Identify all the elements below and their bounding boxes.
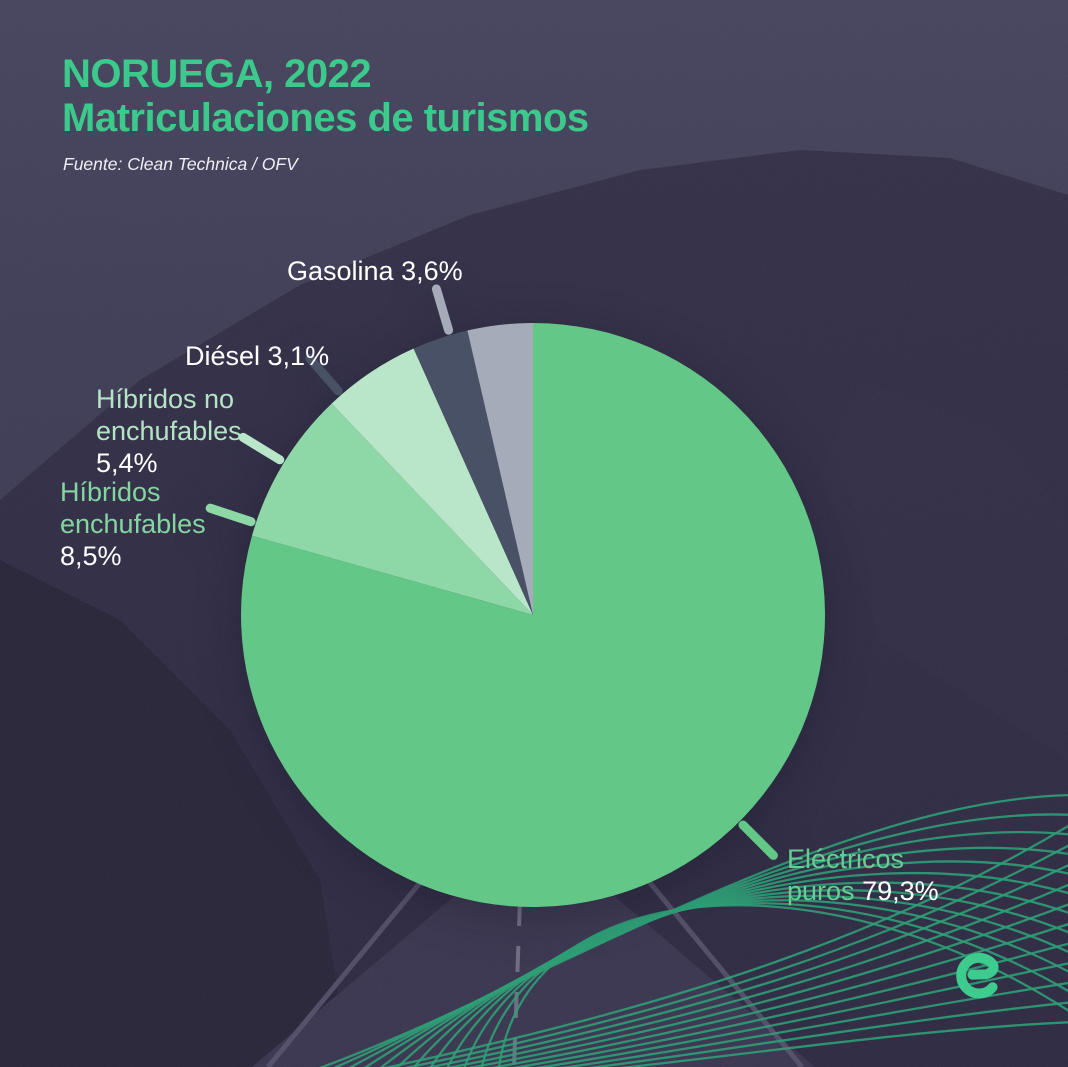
label-hibridos-ench-line2: enchufables xyxy=(60,509,206,539)
pie-slice-h-bridos-enchufables xyxy=(252,403,533,615)
label-hibridos-no-line2: enchufables xyxy=(96,416,242,446)
leader-tick-el-ctricos-puros xyxy=(738,820,778,860)
leader-tick-h-bridos-no-enchufables xyxy=(238,432,285,465)
brand-e-stroke xyxy=(956,952,999,999)
source-credit: Fuente: Clean Technica / OFV xyxy=(63,154,298,174)
label-hibridos-no-line1: Híbridos no xyxy=(96,384,235,414)
page-title: NORUEGA, 2022 Matriculaciones de turismo… xyxy=(62,52,589,140)
wave-line xyxy=(384,824,1068,1067)
wave-line xyxy=(536,962,1068,1067)
label-electricos-line2: puros xyxy=(787,876,855,906)
label-hibridos-enchufables: Híbridos enchufables 8,5% xyxy=(60,476,206,572)
label-electricos-value: 79,3% xyxy=(862,876,939,906)
label-diesel-text: Diésel 3,1% xyxy=(185,341,330,371)
leader-tick-h-bridos-enchufables xyxy=(205,503,256,527)
header: NORUEGA, 2022 Matriculaciones de turismo… xyxy=(62,52,589,175)
leader-tick-gasolina xyxy=(431,284,454,335)
leader-tick-di-sel xyxy=(305,353,343,396)
label-hibridos-ench-value: 8,5% xyxy=(60,541,122,571)
wave-line xyxy=(620,1021,1068,1067)
pie-slice-h-bridos-no-enchufables xyxy=(331,348,533,615)
wave-line xyxy=(468,903,1068,1067)
pie-slice-di-sel xyxy=(413,330,533,615)
title-line2: Matriculaciones de turismos xyxy=(62,96,589,140)
wave-line xyxy=(588,1001,1068,1067)
label-hibridos-ench-line1: Híbridos xyxy=(60,477,161,507)
brand-e-logo xyxy=(956,952,999,999)
label-electricos-line1: Eléctricos xyxy=(787,844,905,874)
wave-line xyxy=(425,864,1068,1067)
wave-line xyxy=(561,981,1068,1067)
label-hibridos-no-value: 5,4% xyxy=(96,448,158,478)
wave-line xyxy=(490,923,1068,1067)
pie-slice-gasolina xyxy=(467,323,533,615)
wave-line xyxy=(404,844,1068,1067)
label-gasolina-text: Gasolina 3,6% xyxy=(287,256,463,286)
wave-line xyxy=(512,942,1068,1067)
label-gasolina: Gasolina 3,6% xyxy=(287,255,463,287)
wave-line xyxy=(447,883,1068,1067)
label-diesel: Diésel 3,1% xyxy=(185,340,329,372)
pie-slice-el-ctricos-puros xyxy=(241,323,826,907)
title-line1: NORUEGA, 2022 xyxy=(62,52,372,96)
label-electricos-puros: Eléctricos puros 79,3% xyxy=(787,843,939,907)
label-hibridos-no-enchufables: Híbridos no enchufables 5,4% xyxy=(96,383,242,479)
